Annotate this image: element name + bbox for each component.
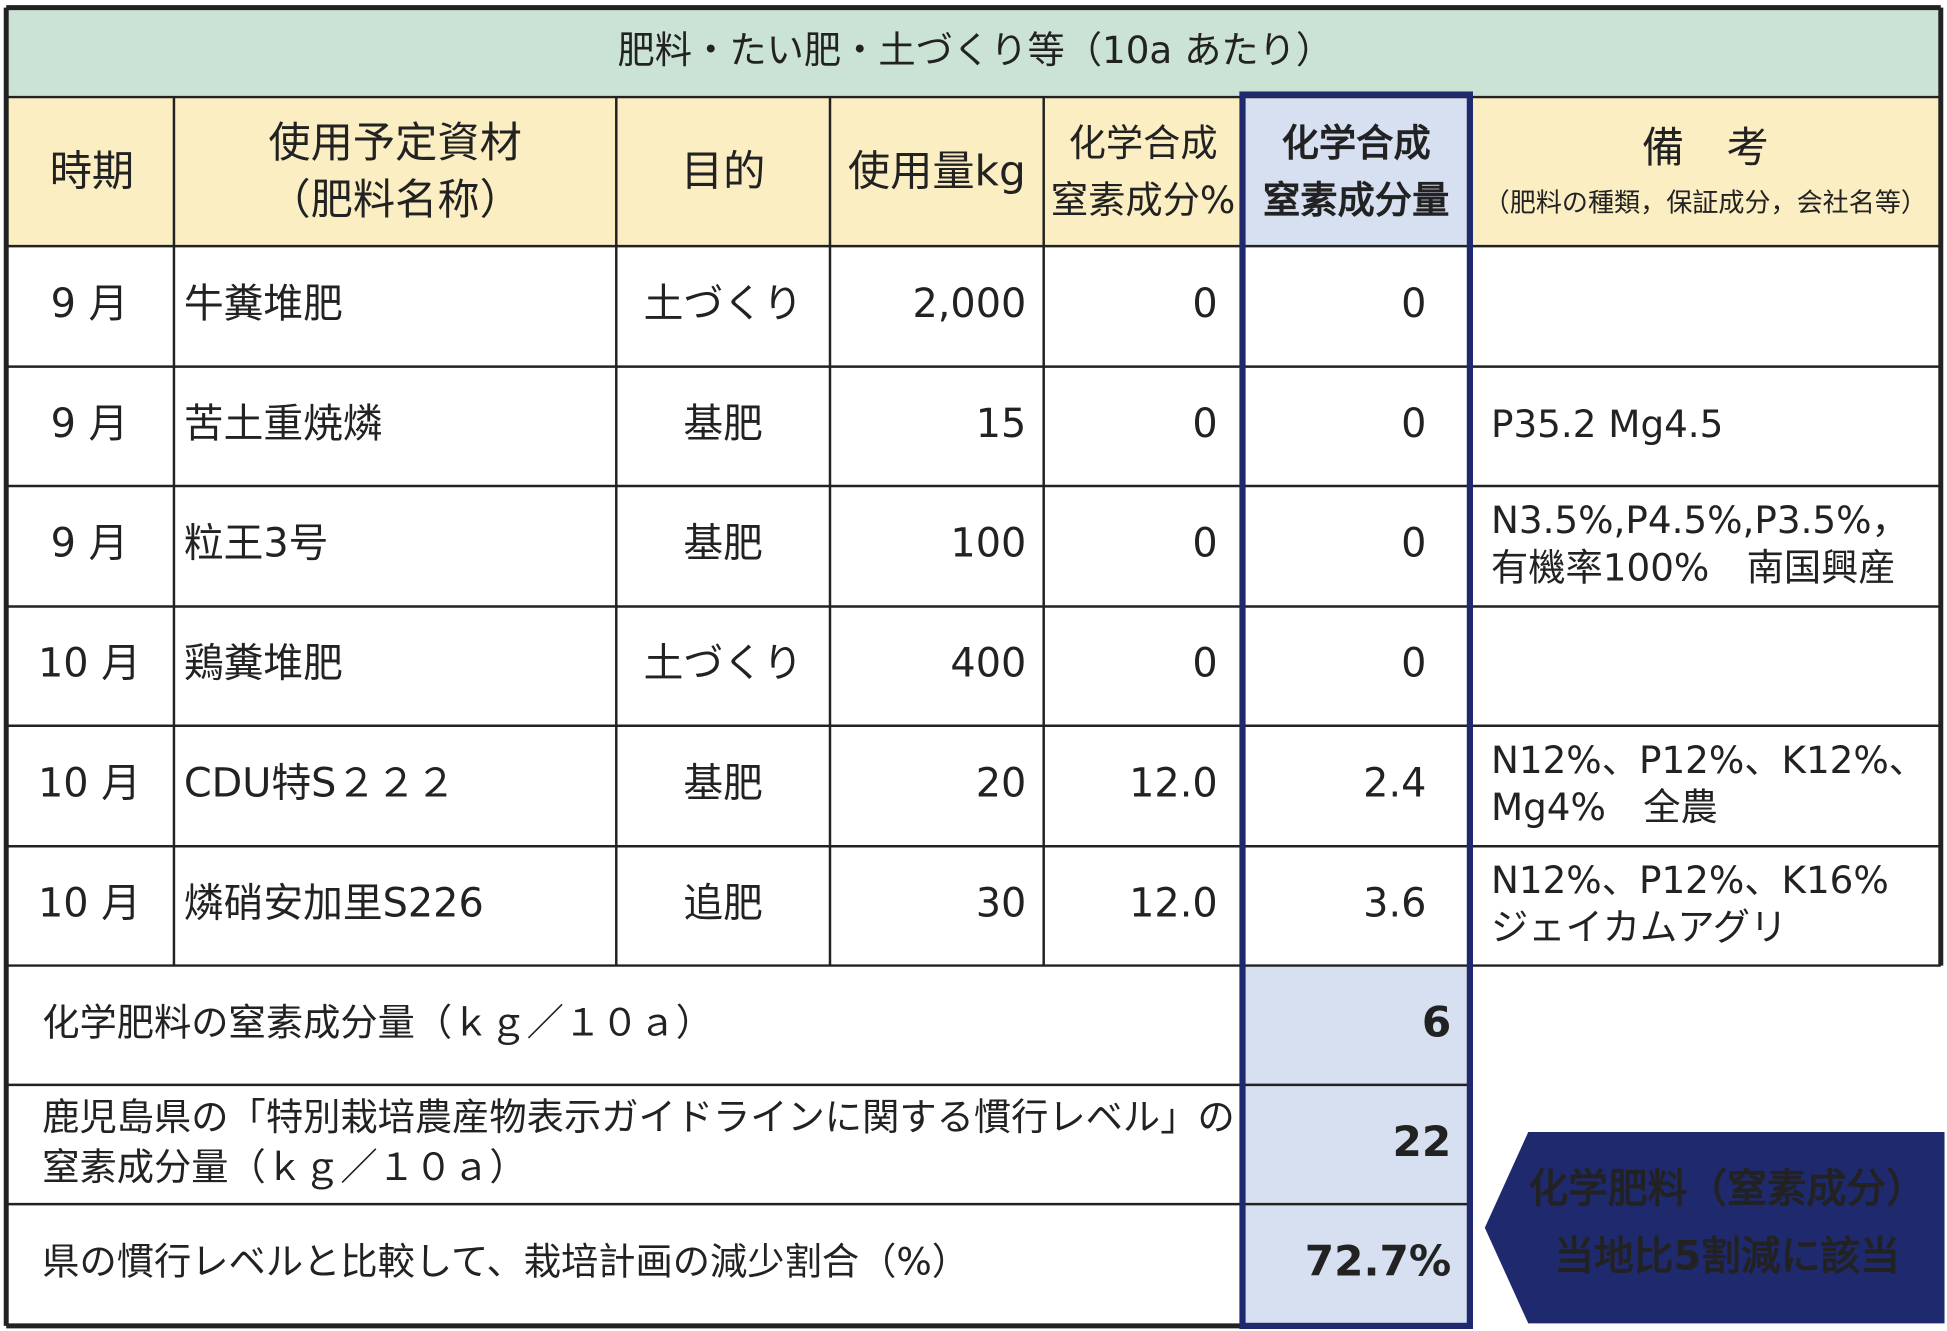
period: 10 月 [38, 641, 141, 687]
cell-text: 窒素成分% [1051, 178, 1235, 222]
cell-text: （肥料名称） [268, 175, 521, 224]
cell-text: 化学肥料の窒素成分量（ｋｇ／１０ａ） [42, 1001, 713, 1045]
cell-text: 使用予定資材 [268, 118, 521, 167]
n-percent: 0 [1192, 281, 1217, 327]
summary-value: 72.7% [1305, 1236, 1452, 1285]
highlight-summary [1242, 965, 1470, 1326]
material: 粒王3号 [184, 521, 329, 567]
cell-text: N12%、P12%、K12%、 [1491, 738, 1926, 782]
amount: 20 [976, 761, 1027, 807]
n-amount: 0 [1401, 281, 1426, 327]
summary-value: 6 [1422, 998, 1451, 1047]
n-percent: 0 [1192, 641, 1217, 687]
purpose: 基肥 [683, 761, 763, 807]
purpose: 基肥 [683, 401, 763, 447]
callout-arrow [1484, 1132, 1945, 1324]
cell-text: P35.2 Mg4.5 [1491, 402, 1723, 446]
cell-text: Mg4% 全農 [1491, 785, 1718, 829]
n-percent: 12.0 [1129, 761, 1218, 807]
material: 燐硝安加里S226 [184, 880, 484, 926]
period: 10 月 [38, 880, 141, 926]
n-amount: 2.4 [1363, 761, 1426, 807]
header-text: （肥料の種類，保証成分，会社名等） [1484, 188, 1927, 218]
n-amount: 0 [1401, 521, 1426, 567]
cell-text: 有機率100% 南国興産 [1491, 545, 1896, 589]
n-amount: 0 [1401, 641, 1426, 687]
amount: 15 [976, 401, 1027, 447]
highlight-border [1239, 91, 1473, 1329]
title: 肥料・たい肥・土づくり等（10a あたり） [618, 28, 1334, 72]
header-text: 備 考 [1642, 123, 1769, 172]
n-amount: 3.6 [1363, 880, 1426, 926]
amount: 400 [950, 641, 1026, 687]
amount: 30 [976, 880, 1027, 926]
title-band [6, 7, 1941, 98]
amount: 100 [950, 521, 1026, 567]
n-percent: 0 [1192, 521, 1217, 567]
purpose: 追肥 [683, 880, 763, 926]
cell-text: 時期 [50, 147, 134, 196]
period: 9 月 [51, 521, 129, 567]
summary-value: 22 [1392, 1117, 1451, 1166]
cell-text: 鹿児島県の「特別栽培農産物表示ガイドラインに関する慣行レベル」の [42, 1095, 1235, 1139]
n-percent: 12.0 [1129, 880, 1218, 926]
cell-text: 県の慣行レベルと比較して、栽培計画の減少割合（%） [42, 1239, 969, 1283]
period: 9 月 [51, 401, 129, 447]
purpose: 土づくり [644, 641, 803, 687]
cell-text: 目的 [681, 147, 765, 196]
material: 牛糞堆肥 [184, 281, 343, 327]
n-amount: 0 [1401, 401, 1426, 447]
cell-text: ジェイカムアグリ [1491, 905, 1787, 949]
cell-text: 窒素成分量（ｋｇ／１０ａ） [42, 1145, 526, 1189]
cell-text: 使用量kg [848, 147, 1026, 196]
cell-text: 化学合成 [1069, 121, 1218, 165]
header-band [6, 97, 1941, 247]
material: 鶏糞堆肥 [184, 641, 343, 687]
material: 苦土重焼燐 [184, 401, 383, 447]
period: 10 月 [38, 761, 141, 807]
material: CDU特S２２２ [184, 761, 456, 807]
cell-text: N3.5%,P4.5%,P3.5%， [1491, 498, 1909, 542]
purpose: 土づくり [644, 281, 803, 327]
cell-text: 化学合成 [1282, 121, 1431, 165]
callout-text: 当地比5割減に該当 [1554, 1233, 1900, 1279]
n-percent: 0 [1192, 401, 1217, 447]
amount: 2,000 [913, 281, 1027, 327]
highlight-header [1242, 97, 1470, 247]
purpose: 基肥 [683, 521, 763, 567]
cell-text: N12%、P12%、K16% [1491, 858, 1889, 902]
cell-text: 窒素成分量 [1263, 178, 1449, 222]
period: 9 月 [51, 281, 129, 327]
callout-text: 化学肥料（窒素成分） [1528, 1166, 1926, 1212]
